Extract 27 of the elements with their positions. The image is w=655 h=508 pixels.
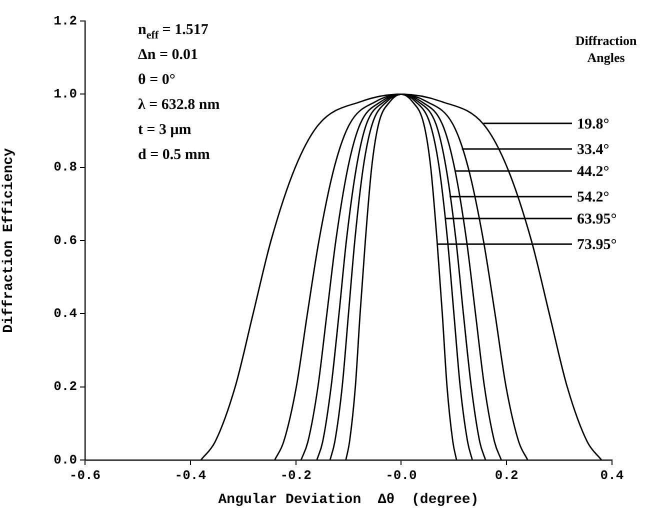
y-tick-label: 0.6 [54, 232, 78, 248]
annotation: 73.95° [577, 237, 617, 254]
annotation: Δn = 0.01 [138, 47, 198, 63]
x-tick-label: -0.4 [174, 468, 206, 484]
annotation: 44.2° [577, 164, 610, 180]
annotation: 19.8° [577, 116, 610, 132]
x-tick-label: -0.2 [280, 468, 312, 484]
y-tick-label: 0.4 [54, 306, 78, 321]
annotation: 63.95° [577, 211, 617, 228]
y-axis-title: Diffraction Efficiency [0, 147, 17, 333]
annotation: λ = 632.8 nm [138, 97, 220, 113]
x-tick-label: 0.4 [600, 468, 624, 484]
y-tick-label: 0.0 [54, 452, 78, 468]
x-tick-label: -0.6 [69, 468, 101, 484]
annotation: d = 0.5 mm [138, 147, 210, 163]
x-axis-title: Angular Deviation Δθ (degree) [218, 492, 479, 508]
annotation: θ = 0° [138, 72, 176, 88]
annotation: 33.4° [577, 142, 610, 158]
x-tick-label: 0.2 [494, 468, 518, 484]
annotation: 54.2° [577, 189, 610, 206]
y-tick-label: 1.2 [54, 13, 78, 28]
annotation: Diffraction Angles [575, 33, 638, 65]
y-tick-label: 0.2 [54, 379, 78, 394]
annotation: t = 3 μm [138, 122, 192, 138]
y-tick-label: 1.0 [54, 86, 78, 102]
y-tick-label: 0.8 [54, 160, 78, 175]
x-tick-label: -0.0 [386, 468, 417, 484]
